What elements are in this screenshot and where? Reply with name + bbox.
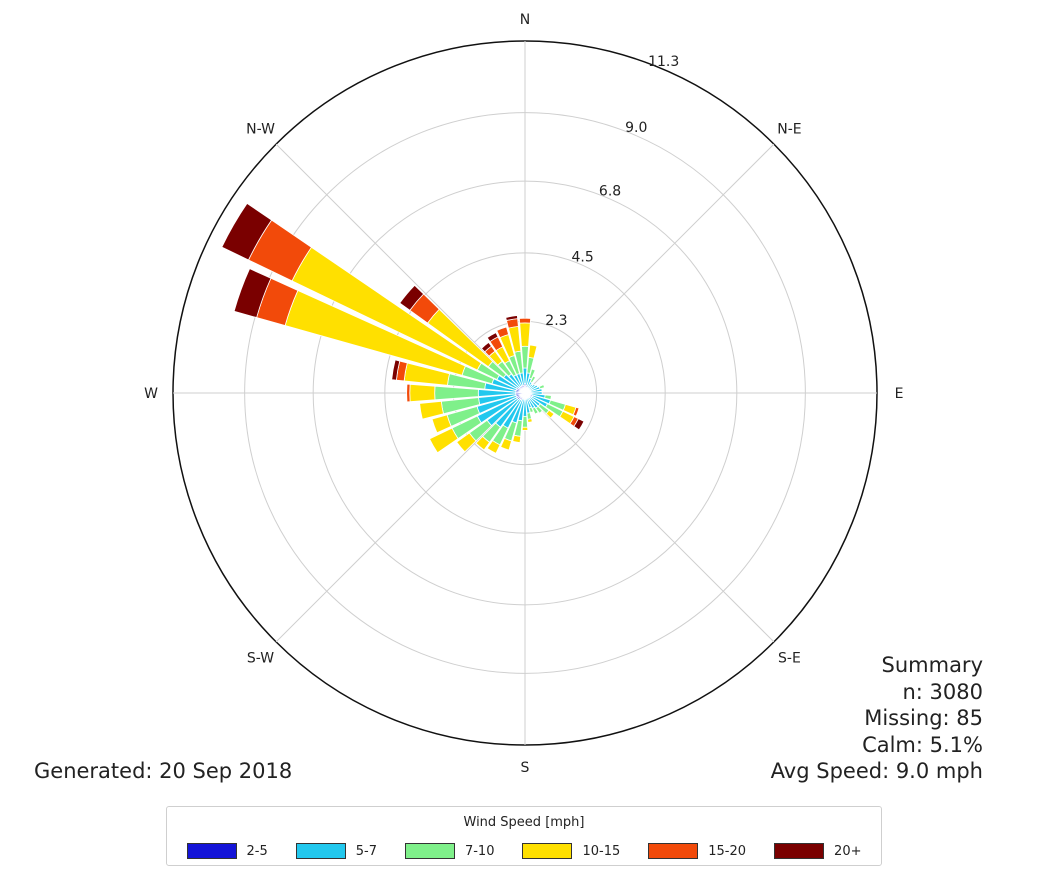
wind-bar-segment — [429, 427, 459, 454]
grid-spoke — [275, 392, 526, 643]
radial-tick-label: 9.0 — [625, 120, 647, 136]
legend-swatch — [186, 843, 237, 859]
legend-entry: 5-7 — [295, 843, 377, 859]
wind-bar-segment — [431, 414, 452, 434]
legend-entry: 7-10 — [404, 843, 495, 859]
radial-tick-label: 6.8 — [599, 183, 621, 199]
summary-count: n: 3080 — [902, 679, 983, 704]
wind-bar-segment — [528, 344, 538, 359]
wind-bar-segment — [399, 284, 425, 311]
legend-entry: 20+ — [774, 843, 861, 859]
wind-bar-segment — [409, 383, 436, 403]
wind-bar-segment — [573, 418, 585, 431]
wind-bar-segment — [545, 409, 555, 419]
wind-bar-segment — [526, 412, 533, 420]
generated-date: Generated: 20 Sep 2018 — [34, 759, 293, 783]
legend-swatch — [404, 843, 455, 859]
direction-label: N — [520, 12, 530, 28]
wind-bar-segment — [456, 432, 477, 453]
wind-bar-segment — [496, 326, 510, 339]
legend-swatch — [295, 843, 346, 859]
wind-bar-segment — [391, 359, 401, 381]
radial-tick-label: 2.3 — [545, 313, 567, 329]
direction-labels: N N-E E S-E S S-W W N-W — [144, 12, 903, 776]
wind-bar-segment — [406, 383, 411, 403]
direction-label: W — [144, 386, 158, 402]
legend-swatch — [522, 843, 573, 859]
wind-bar-segment — [521, 426, 529, 431]
radial-tick-label: 4.5 — [572, 249, 594, 265]
polar-grid — [172, 40, 878, 746]
legend: Wind Speed [mph] 2-5 5-7 7-10 10-15 15-20 20+ — [166, 806, 882, 866]
direction-label: N-W — [246, 122, 275, 138]
legend-label: 2-5 — [246, 843, 268, 859]
legend-items: 2-5 5-7 7-10 10-15 15-20 20+ — [167, 843, 881, 859]
direction-label: N-E — [777, 122, 801, 138]
direction-label: S — [521, 760, 530, 776]
summary-box: Summary n: 3080 Missing: 85 Calm: 5.1% A… — [771, 652, 983, 785]
wind-rose-chart: 2.3 4.5 6.8 9.0 11.3 N N-E E S-E S S-W W N-W — [144, 12, 903, 776]
wind-bar-segment — [486, 332, 499, 343]
legend-label: 7-10 — [464, 843, 495, 859]
wind-bar-segment — [419, 400, 444, 420]
wind-bar-segment — [529, 391, 543, 395]
direction-label: E — [895, 386, 904, 402]
wind-bar-segment — [518, 317, 532, 324]
summary-missing: Missing: 85 — [864, 706, 983, 730]
direction-label: S-W — [247, 650, 274, 666]
legend-label: 10-15 — [582, 843, 621, 859]
wind-bar-segment — [572, 406, 580, 417]
wind-bar-segment — [529, 375, 537, 384]
wind-bar-segment — [233, 268, 272, 319]
wind-bar-segment — [519, 322, 531, 347]
legend-swatch — [648, 843, 699, 859]
wind-bar-segment — [531, 406, 539, 415]
grid-spoke — [275, 143, 526, 394]
wind-bars — [221, 202, 585, 454]
wind-bar-segment — [500, 437, 513, 451]
wind-bar-segment — [505, 315, 519, 322]
legend-label: 20+ — [834, 843, 862, 859]
wind-bar-segment — [528, 368, 536, 380]
legend-label: 15-20 — [708, 843, 747, 859]
wind-bar-segment — [527, 418, 533, 423]
legend-title: Wind Speed [mph] — [463, 815, 585, 830]
wind-bar-segment — [522, 415, 528, 428]
legend-swatch — [774, 843, 825, 859]
summary-title: Summary — [881, 653, 983, 677]
summary-calm: Calm: 5.1% — [862, 732, 983, 757]
grid-spoke — [524, 143, 775, 394]
wind-bar-segment — [535, 405, 543, 414]
legend-entry: 10-15 — [522, 843, 620, 859]
wind-bar-segment — [434, 385, 479, 401]
summary-avg-speed: Avg Speed: 9.0 mph — [770, 759, 983, 783]
wind-bar-segment — [475, 435, 491, 451]
wind-bar-segment — [486, 440, 501, 454]
wind-bar-segment — [528, 406, 534, 413]
radial-tick-labels: 2.3 4.5 6.8 9.0 11.3 — [545, 54, 679, 329]
wind-bar-segment — [221, 202, 273, 261]
direction-label: S-E — [778, 650, 801, 666]
wind-bar-segment — [538, 384, 545, 390]
wind-bar-segment — [512, 434, 522, 444]
legend-entry: 2-5 — [186, 843, 268, 859]
legend-label: 5-7 — [355, 843, 377, 859]
wind-bar-segment — [480, 341, 492, 353]
legend-entry: 15-20 — [648, 843, 746, 859]
radial-tick-label: 11.3 — [648, 54, 679, 70]
wind-bar-segment — [544, 394, 552, 401]
grid-spoke — [524, 392, 775, 643]
